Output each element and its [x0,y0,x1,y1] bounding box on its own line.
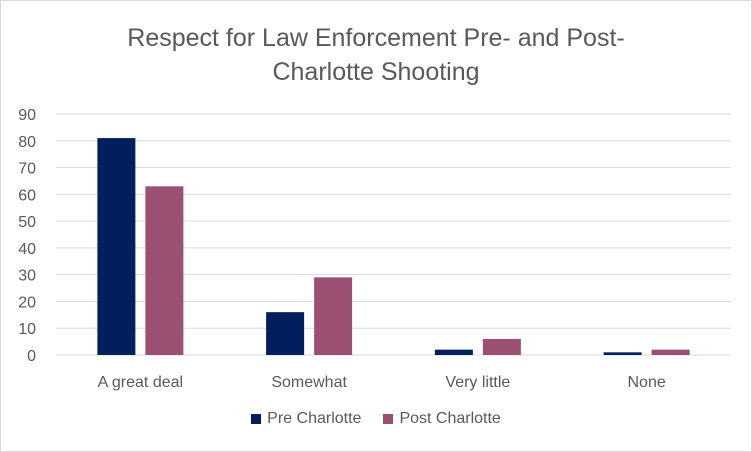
y-tick-label-60: 60 [18,187,36,204]
x-tick-label-2: Very little [445,374,510,391]
legend-label-post: Post Charlotte [399,410,501,427]
y-tick-label-50: 50 [18,214,36,231]
legend-swatch-post [383,414,394,424]
chart-title-line-2: Charlotte Shooting [272,58,480,86]
y-tick-label-20: 20 [18,294,36,311]
bar-pre-2 [434,349,473,355]
legend-label-pre: Pre Charlotte [267,410,362,427]
x-tick-label-1: Somewhat [271,374,347,391]
legend-swatch-pre [251,414,262,424]
y-tick-label-30: 30 [18,268,36,285]
x-tick-label-0: A great deal [98,374,183,391]
legend-item-pre: Pre Charlotte [251,410,361,428]
bar-post-0 [145,186,184,355]
bar-pre-3 [603,352,642,355]
y-tick-label-70: 70 [18,161,36,178]
y-tick-label-0: 0 [27,348,36,365]
bar-post-1 [314,277,353,355]
bar-post-3 [651,349,690,355]
x-tick-label-3: None [628,374,666,391]
bar-pre-1 [266,312,305,355]
bar-post-2 [482,338,521,355]
legend: Pre Charlotte Post Charlotte [1,410,751,428]
chart-title: Respect for Law Enforcement Pre- and Pos… [1,21,751,89]
chart-title-line-1: Respect for Law Enforcement Pre- and Pos… [127,24,625,52]
y-tick-label-90: 90 [18,107,36,124]
y-tick-label-80: 80 [18,134,36,151]
bar-pre-0 [97,138,136,355]
y-tick-label-10: 10 [18,321,36,338]
y-tick-label-40: 40 [18,241,36,258]
legend-item-post: Post Charlotte [383,410,501,428]
